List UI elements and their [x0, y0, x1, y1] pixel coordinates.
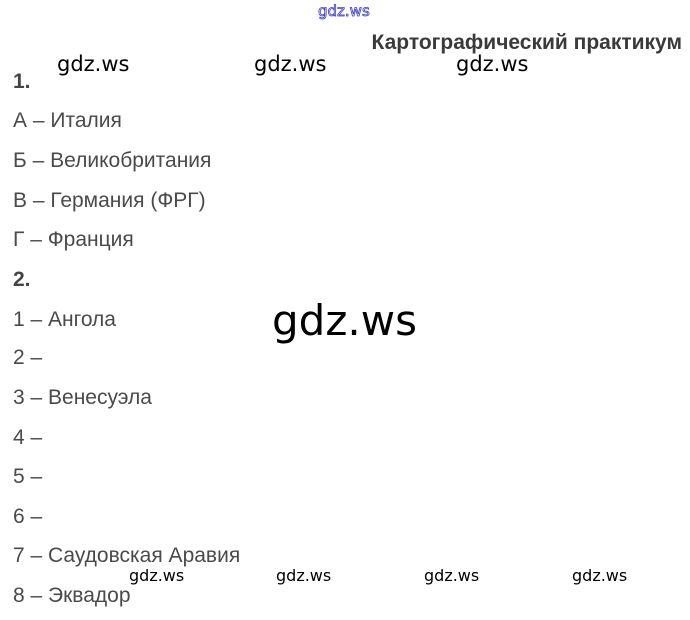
watermark: gdz.ws — [254, 52, 327, 76]
watermark: gdz.ws — [424, 566, 480, 585]
watermark: gdz.ws — [456, 52, 529, 76]
watermark: gdz.ws — [572, 566, 628, 585]
page-title: Картографический практикум — [371, 31, 682, 54]
list-item: 4 – — [13, 426, 43, 449]
list-item: 8 – Эквадор — [13, 584, 131, 607]
watermark: gdz.ws — [57, 52, 130, 76]
section-2-number: 2. — [13, 268, 31, 291]
section-1-number: 1. — [13, 70, 31, 93]
list-item: В – Германия (ФРГ) — [13, 189, 206, 212]
watermark-top: gdz.ws — [318, 2, 371, 21]
list-item: А – Италия — [13, 109, 122, 132]
list-item: 7 – Саудовская Аравия — [13, 544, 241, 567]
watermark: gdz.ws — [129, 566, 185, 585]
list-item: 3 – Венесуэла — [13, 386, 152, 409]
watermark: gdz.ws — [276, 566, 332, 585]
list-item: 6 – — [13, 505, 43, 528]
list-item: 1 – Ангола — [13, 308, 116, 331]
list-item: 2 – — [13, 346, 43, 369]
list-item: Г – Франция — [13, 228, 134, 251]
watermark-center: gdz.ws — [272, 296, 417, 345]
list-item: Б – Великобритания — [13, 149, 212, 172]
list-item: 5 – — [13, 465, 43, 488]
